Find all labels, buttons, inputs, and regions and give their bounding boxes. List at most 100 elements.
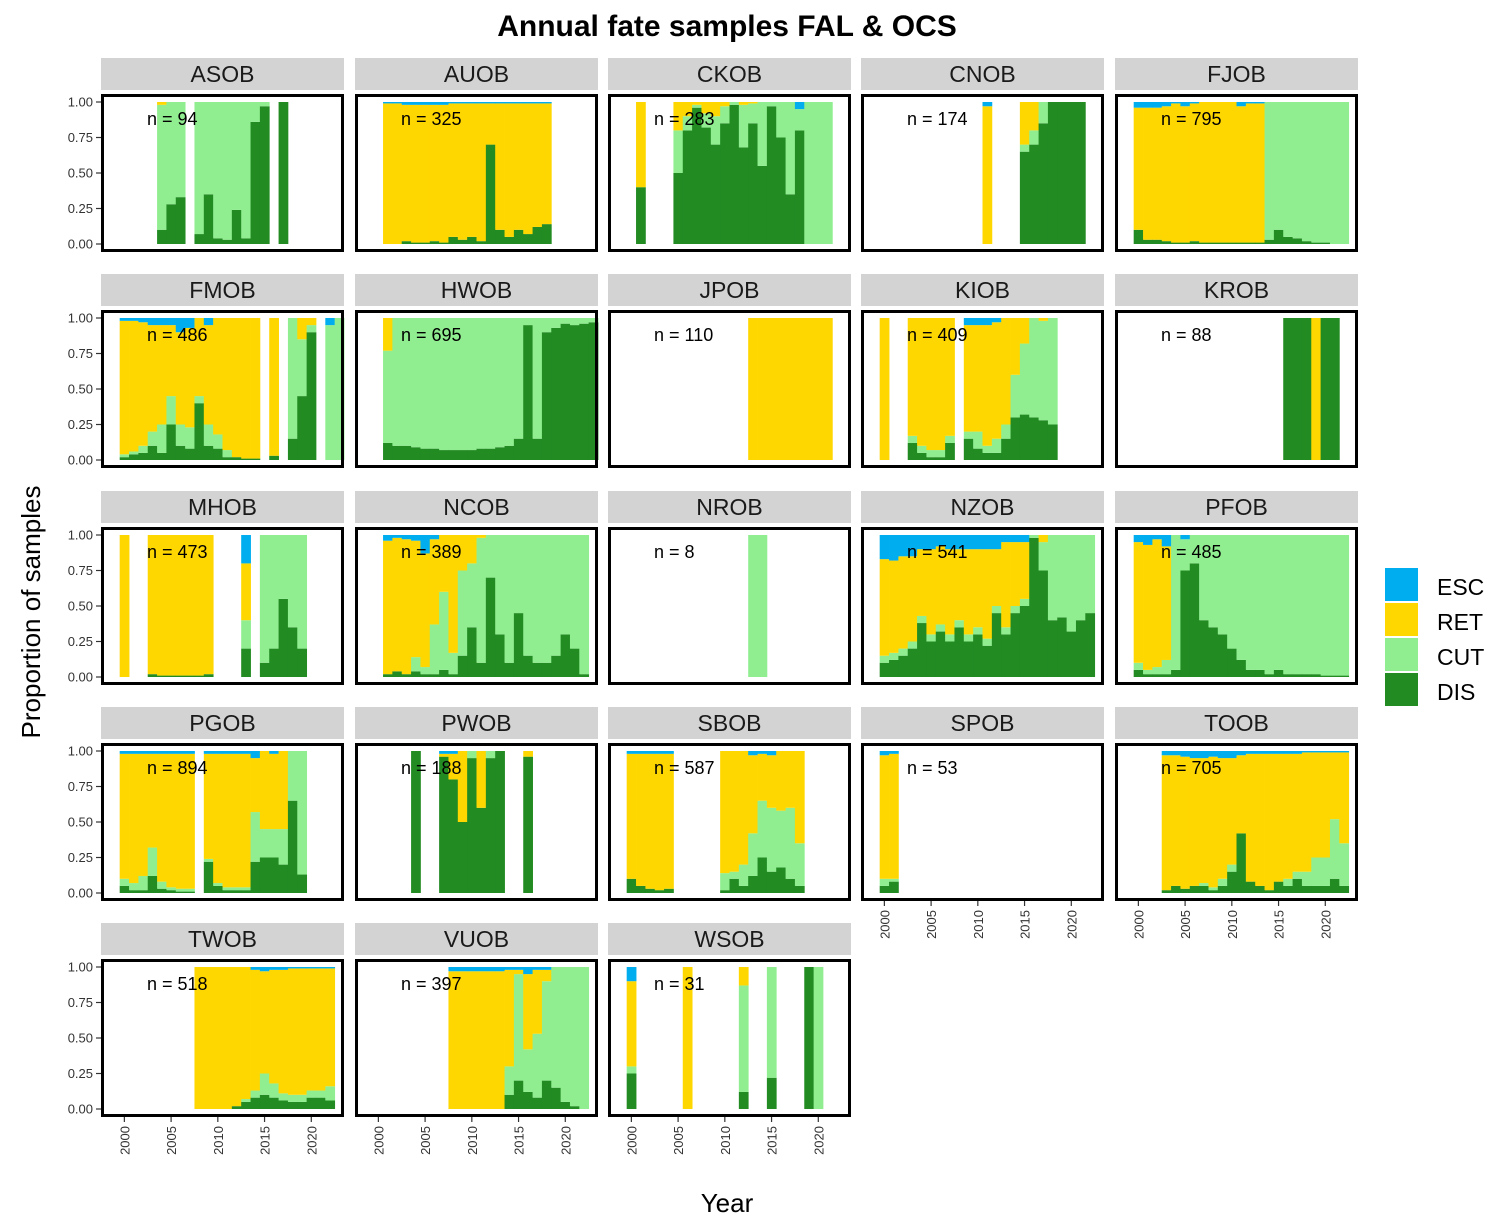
- bar-segment-ret: [429, 539, 440, 625]
- bar-segment-cut: [523, 318, 533, 326]
- bar-segment-dis: [804, 967, 815, 1109]
- bar-segment-dis: [185, 448, 195, 460]
- x-tick-label: 2010: [211, 1126, 226, 1155]
- bar-segment-esc: [504, 102, 515, 104]
- bar-segment-dis: [185, 675, 195, 677]
- bar-segment-esc: [1171, 102, 1181, 104]
- bar-segment-esc: [1152, 535, 1163, 540]
- bar-segment-ret: [636, 102, 646, 188]
- bar-segment-ret: [250, 969, 261, 1091]
- bar-segment-dis: [1047, 620, 1058, 677]
- bar-segment-dis: [776, 867, 786, 893]
- bar-segment-ret: [1019, 542, 1030, 599]
- n-label: n = 485: [1161, 542, 1222, 562]
- bar-segment-ret: [213, 753, 223, 884]
- bar-segment-dis: [1010, 417, 1021, 460]
- bar-segment-dis: [166, 424, 177, 460]
- bar-segment-esc: [1236, 751, 1247, 756]
- bar-segment-cut: [485, 318, 496, 449]
- bar-segment-dis: [1217, 634, 1228, 677]
- bar-segment-dis: [1283, 885, 1293, 893]
- panel-asob: ASOB n = 94 0.00 0.25 0.50 0.75 1.00: [68, 58, 344, 252]
- bar-segment-dis: [991, 613, 1002, 677]
- bar-segment-esc: [157, 751, 167, 754]
- panel-vuob: VUOB n = 397 2000 2005 2010 2015 2020: [355, 923, 598, 1155]
- bar-segment-esc: [392, 535, 403, 538]
- bar-segment-cut: [738, 104, 749, 148]
- bar-segment-dis: [250, 121, 261, 244]
- bar-segment-cut: [513, 974, 524, 1081]
- bar-segment-dis: [917, 623, 927, 677]
- bar-segment-dis: [467, 236, 477, 244]
- bar-segment-cut: [1143, 669, 1153, 675]
- bar-segment-dis: [523, 655, 533, 677]
- bar-segment-ret: [485, 971, 496, 1109]
- bar-segment-dis: [1161, 241, 1172, 244]
- bar-segment-cut: [907, 641, 918, 649]
- bar-segment-esc: [269, 967, 279, 970]
- bar-segment-dis: [439, 756, 449, 893]
- bar-segment-cut: [129, 451, 139, 455]
- bar-segment-dis: [1339, 675, 1350, 677]
- bar-segment-dis: [1283, 318, 1293, 460]
- bar-segment-dis: [1217, 242, 1228, 244]
- bar-segment-esc: [991, 535, 1002, 550]
- bar-segment-cut: [467, 318, 477, 451]
- bar-segment-cut: [945, 435, 955, 443]
- bar-segment-cut: [1292, 535, 1303, 675]
- y-tick-label: 0.00: [68, 670, 93, 685]
- chart-title: Annual fate samples FAL & OCS: [497, 10, 957, 43]
- bar-segment-ret: [457, 103, 468, 240]
- strip-label: PFOB: [1205, 494, 1268, 520]
- bar-segment-dis: [636, 885, 646, 893]
- bar-segment-ret: [185, 327, 195, 428]
- bar-segment-ret: [231, 967, 242, 1107]
- bar-segment-dis: [1180, 888, 1191, 893]
- panel-twob: TWOB n = 518 0.00 0.25 0.50 0.75 1.00 2000 2005 2…: [68, 923, 344, 1155]
- bar-segment-cut: [963, 634, 974, 642]
- bar-segment-ret: [392, 537, 403, 672]
- bar-segment-ret: [673, 102, 684, 131]
- bar-segment-dis: [166, 204, 177, 244]
- bar-segment-ret: [738, 102, 749, 105]
- bar-segment-cut: [306, 325, 317, 333]
- bar-segment-cut: [495, 318, 505, 448]
- bar-segment-dis: [495, 229, 505, 244]
- bar-segment-ret: [119, 753, 130, 879]
- bar-segment-cut: [429, 318, 440, 449]
- bar-segment-dis: [420, 242, 431, 244]
- panel-border: [355, 527, 598, 685]
- bar-segment-dis: [1320, 675, 1331, 677]
- bar-segment-dis: [194, 234, 205, 244]
- panel-border: [608, 743, 851, 901]
- bar-segment-dis: [1245, 242, 1256, 244]
- bar-segment-dis: [457, 450, 468, 460]
- bar-segment-dis: [1217, 885, 1228, 893]
- bar-segment-dis: [278, 1100, 289, 1109]
- bar-segment-cut: [794, 843, 805, 886]
- bar-segment-cut: [166, 102, 177, 205]
- bar-segment-cut: [1320, 857, 1331, 886]
- x-tick-label: 2020: [304, 1126, 319, 1155]
- bar-segment-cut: [392, 318, 403, 446]
- bar-segment-esc: [392, 102, 403, 104]
- bar-segment-dis: [504, 445, 515, 460]
- bar-segment-cut: [485, 535, 496, 578]
- bar-segment-esc: [1245, 751, 1256, 754]
- bar-segment-dis: [1236, 659, 1247, 677]
- bar-segment-dis: [297, 1101, 308, 1109]
- bar-segment-cut: [269, 829, 279, 858]
- panel-nzob: NZOB n = 541: [861, 491, 1104, 685]
- bar-segment-cut: [485, 751, 496, 759]
- bar-segment-cut: [383, 350, 393, 443]
- panel-border: [1115, 94, 1358, 252]
- bar-segment-esc: [963, 318, 974, 326]
- y-tick-label: 0.25: [68, 201, 93, 216]
- bar-segment-dis: [194, 403, 205, 460]
- y-tick-label: 0.75: [68, 346, 93, 361]
- bar-segment-dis: [523, 1091, 533, 1109]
- bar-segment-dis: [420, 448, 431, 460]
- bar-segment-cut: [794, 109, 805, 131]
- bar-segment-esc: [973, 535, 983, 550]
- y-tick-label: 1.00: [68, 528, 93, 543]
